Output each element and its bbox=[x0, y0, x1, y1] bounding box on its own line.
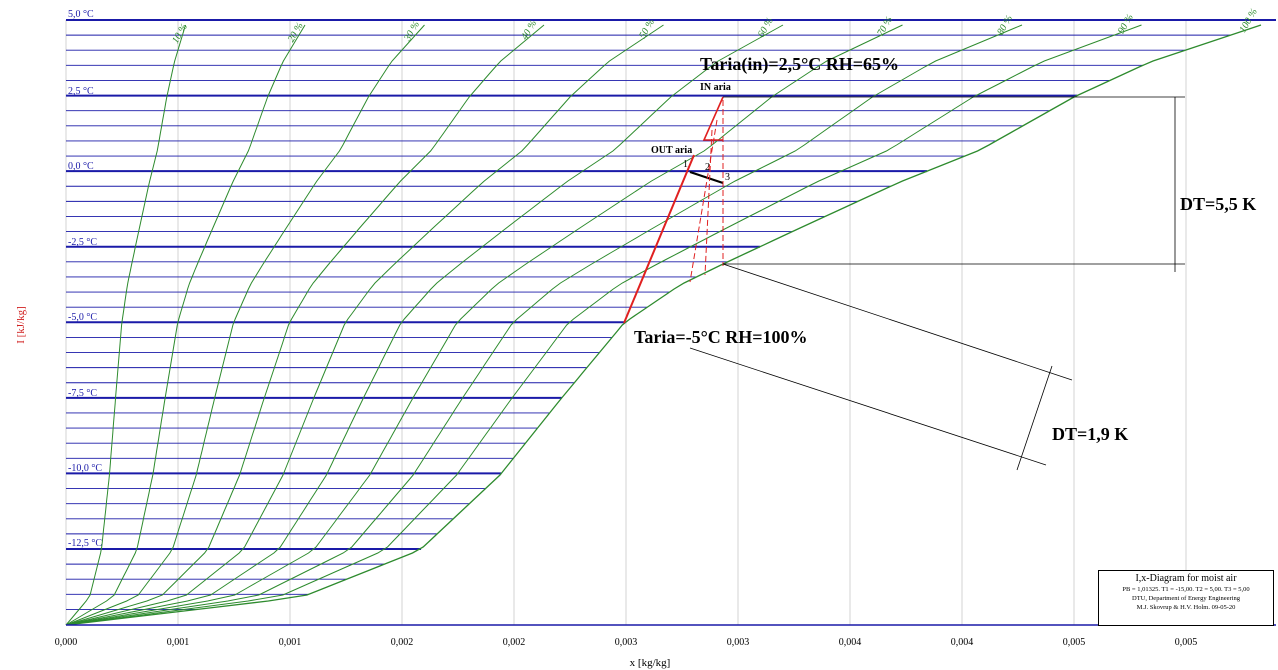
rh-curve-60 bbox=[65, 24, 784, 626]
x-tick-labels: 0,000 0,001 0,001 0,002 0,002 0,003 0,003 0,004… bbox=[55, 637, 1198, 648]
dashed-2 bbox=[689, 119, 718, 283]
dt-vertical-label: DT=5,5 K bbox=[1180, 194, 1256, 214]
temperature-labels: 5,0 °C 2,5 °C 0,0 °C -2,5 °C -5,0 °C -7,5 °C -… bbox=[68, 9, 102, 549]
rh-label: 40 % bbox=[519, 18, 539, 42]
dashed-3 bbox=[704, 129, 713, 276]
rh-curve-20 bbox=[65, 24, 306, 626]
info-dept: DTU, Department of Energy Engineering bbox=[1132, 595, 1240, 602]
temperature-label: -7,5 °C bbox=[68, 388, 97, 399]
process-lines bbox=[623, 96, 724, 324]
rh-label: 10 % bbox=[170, 22, 190, 46]
rh-curve-80 bbox=[65, 24, 1023, 626]
y-axis-label: I [kJ/kg] bbox=[15, 306, 27, 344]
point-1-label: 1 bbox=[683, 159, 688, 170]
temperature-label: 0,0 °C bbox=[68, 161, 94, 172]
dimension-lines bbox=[689, 96, 1185, 471]
rh-curves: 10 % 20 % 30 % 40 % 50 % 60 % 70 % 80 % 90 % 100 … bbox=[65, 7, 1262, 626]
x-tick-label: 0,005 bbox=[1175, 637, 1198, 648]
x-tick-label: 0,003 bbox=[727, 637, 750, 648]
connector-line bbox=[689, 170, 724, 185]
temperature-label: 2,5 °C bbox=[68, 86, 94, 97]
rh-curve-50 bbox=[65, 24, 664, 626]
isotherm-lines bbox=[66, 19, 1276, 610]
rh-curve-30 bbox=[65, 24, 425, 626]
temperature-label: 5,0 °C bbox=[68, 9, 94, 20]
x-tick-label: 0,002 bbox=[391, 637, 414, 648]
rh-label: 20 % bbox=[286, 21, 306, 45]
info-params: PB = 1,01325. T1 = -15,00. T2 = 5,00. T3… bbox=[1122, 586, 1250, 593]
in-state-label: Taria(in)=2,5°C RH=65% bbox=[700, 54, 899, 75]
point-2-label: 2 bbox=[705, 162, 710, 173]
info-authors: M.J. Skovrup & H.V. Holm. 09-05-20 bbox=[1136, 604, 1236, 611]
rh-label: 30 % bbox=[402, 20, 422, 44]
in-process-line bbox=[702, 96, 724, 141]
rh-label: 80 % bbox=[995, 14, 1015, 38]
rh-label: 90 % bbox=[1116, 12, 1136, 36]
rh-curve-10 bbox=[65, 24, 186, 626]
out-state-label: Taria=-5°C RH=100% bbox=[634, 327, 808, 347]
out-aria-label: OUT aria bbox=[651, 145, 692, 156]
in-aria-label: IN aria bbox=[700, 82, 731, 93]
rh-curve-100 bbox=[65, 24, 1262, 626]
dt-diagonal-label: DT=1,9 K bbox=[1052, 424, 1128, 444]
x-tick-label: 0,002 bbox=[503, 637, 526, 648]
out-process-line bbox=[623, 154, 695, 324]
x-tick-label: 0,001 bbox=[279, 637, 302, 648]
x-tick-label: 0,000 bbox=[55, 637, 78, 648]
rh-curve-90 bbox=[65, 24, 1142, 626]
temperature-label: -12,5 °C bbox=[68, 538, 102, 549]
info-title: I,x-Diagram for moist air bbox=[1135, 573, 1237, 584]
rh-curve-40 bbox=[65, 24, 545, 626]
rh-curve-70 bbox=[65, 24, 903, 626]
x-tick-label: 0,003 bbox=[615, 637, 638, 648]
x-tick-label: 0,004 bbox=[839, 637, 862, 648]
point-3-label: 3 bbox=[725, 172, 730, 183]
temperature-label: -2,5 °C bbox=[68, 237, 97, 248]
x-tick-label: 0,004 bbox=[951, 637, 974, 648]
x-tick-label: 0,005 bbox=[1063, 637, 1086, 648]
temperature-label: -5,0 °C bbox=[68, 312, 97, 323]
temperature-label: -10,0 °C bbox=[68, 463, 102, 474]
info-box: I,x-Diagram for moist air PB = 1,01325. … bbox=[1098, 570, 1274, 626]
x-axis-label: x [kg/kg] bbox=[630, 657, 671, 669]
x-tick-label: 0,001 bbox=[167, 637, 190, 648]
